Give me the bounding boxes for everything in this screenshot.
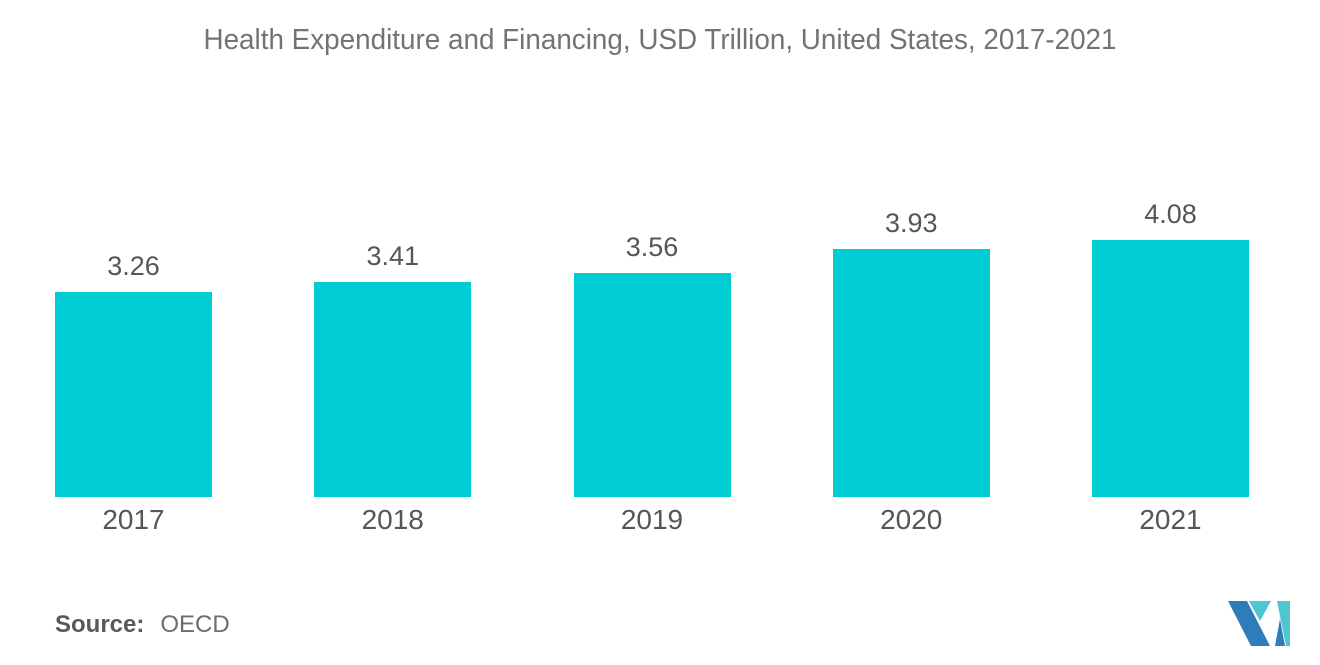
bar-plot-area: 3.26 3.41 3.56 3.93 4.08 <box>55 197 1249 497</box>
source-value: OECD <box>160 611 230 638</box>
bar-2018 <box>314 282 472 497</box>
bar-value-label: 3.26 <box>107 251 160 281</box>
bar-2017 <box>55 292 212 497</box>
bar-group-2019: 3.56 <box>573 232 731 497</box>
bar-group-2017: 3.26 <box>55 253 212 497</box>
bar-group-2018: 3.41 <box>314 241 472 497</box>
bar-2020 <box>832 249 990 497</box>
bar-value-label: 4.08 <box>1144 199 1197 229</box>
x-tick-label-2017: 2017 <box>102 504 165 535</box>
bar-group-2021: 4.08 <box>1092 201 1249 497</box>
mordor-intelligence-logo <box>1228 601 1290 646</box>
bar-2019 <box>573 273 731 497</box>
bar-group-2020: 3.93 <box>832 208 990 497</box>
x-tick-label-2021: 2021 <box>1139 504 1202 535</box>
x-tick-label-2019: 2019 <box>620 504 684 535</box>
bar-value-label: 3.56 <box>625 232 679 262</box>
chart-title: Health Expenditure and Financing, USD Tr… <box>203 24 1117 56</box>
x-tick-label-2018: 2018 <box>361 504 424 535</box>
x-tick-label-2020: 2020 <box>880 504 943 535</box>
bar-value-label: 3.41 <box>366 241 420 271</box>
source-label: Source: <box>55 611 145 638</box>
bar-value-label: 3.93 <box>884 208 938 238</box>
source-line: Source: OECD <box>55 611 230 639</box>
x-axis-labels: 2017 2018 2019 2020 2021 <box>55 506 1249 534</box>
bar-2021 <box>1092 240 1249 497</box>
